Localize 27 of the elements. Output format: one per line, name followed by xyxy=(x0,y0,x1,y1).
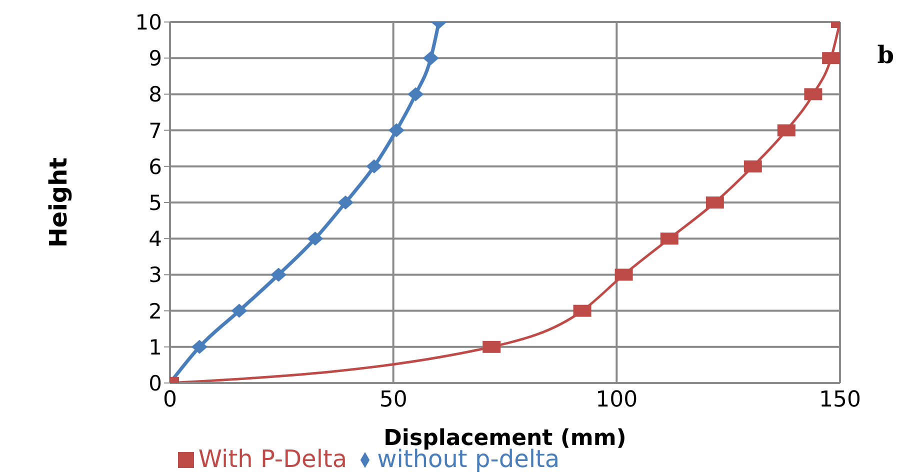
legend-label: With P-Delta xyxy=(198,445,348,473)
y-tick-label: 6 xyxy=(148,154,162,179)
point xyxy=(191,340,208,354)
y-tick-label: 1 xyxy=(148,335,162,360)
y-tick-label: 8 xyxy=(148,82,162,107)
point xyxy=(422,51,439,66)
y-tick-label: 7 xyxy=(148,118,162,143)
y-tick-label: 2 xyxy=(148,299,162,324)
point xyxy=(366,159,382,174)
text: b xyxy=(877,40,894,69)
x-tick-label: 50 xyxy=(379,388,408,413)
point xyxy=(231,304,248,318)
x-axis-title: Displacement (mm) xyxy=(384,426,626,451)
y-tick-label: 5 xyxy=(148,190,162,215)
y-tick-label: 4 xyxy=(148,227,162,252)
point xyxy=(408,87,424,102)
x-tick-label: 100 xyxy=(596,388,638,413)
point xyxy=(270,268,287,282)
y-tick-label: 9 xyxy=(148,46,162,71)
x-tick-label: 150 xyxy=(819,388,861,413)
y-axis-title: Height xyxy=(44,157,73,248)
y-tick-label: 3 xyxy=(148,263,162,288)
y-tick-label: 0 xyxy=(148,371,162,396)
point xyxy=(307,232,324,246)
point xyxy=(388,123,404,138)
point xyxy=(338,196,354,210)
y-tick-label: 10 xyxy=(135,10,162,34)
